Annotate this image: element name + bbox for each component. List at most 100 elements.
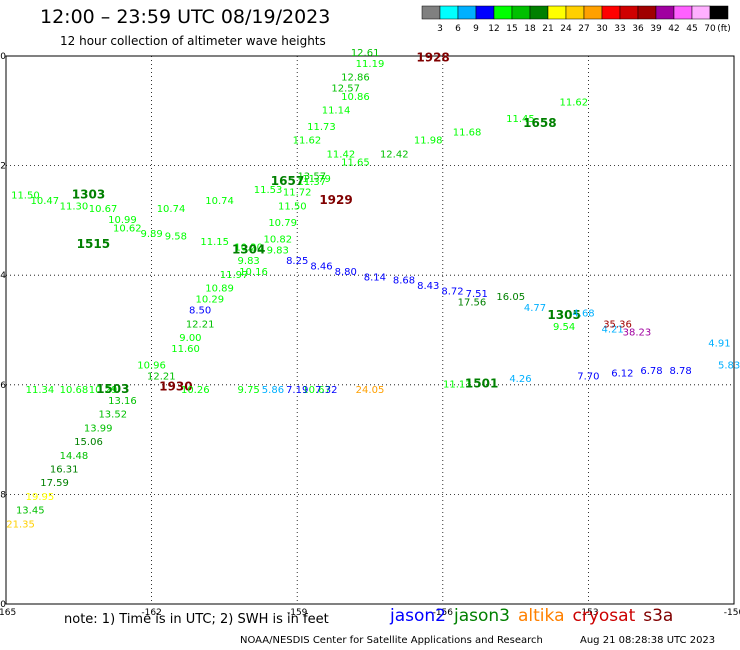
colorbar-label: 33 [614, 24, 625, 34]
chart-title: 12:00 – 23:59 UTC 08/19/2023 [40, 6, 331, 28]
y-tick-label: -70 [0, 600, 6, 610]
swh-label: 13.16 [108, 396, 137, 407]
x-tick-label: -150 [724, 608, 740, 618]
swh-label: 8.68 [393, 275, 415, 286]
time-label: 1657 [271, 174, 304, 188]
swh-label: 19.95 [26, 492, 55, 503]
y-tick-label: -60 [0, 52, 6, 62]
swh-label: 10.29 [89, 385, 118, 396]
swh-label: 12.21 [186, 319, 215, 330]
swh-label: 13.52 [98, 410, 127, 421]
swh-label: 8.14 [364, 273, 386, 284]
time-label: 1658 [523, 116, 556, 130]
colorbar-label: 30 [596, 24, 608, 34]
swh-label: 11.13 [443, 380, 472, 391]
swh-label: 10.82 [263, 234, 292, 245]
swh-label: 11.45 [506, 114, 535, 125]
swh-label: 8.25 [286, 256, 308, 267]
colorbar-label: 27 [578, 24, 589, 34]
swh-label: 16.05 [496, 292, 525, 303]
colorbar-label: 24 [560, 24, 572, 34]
swh-label: 10.74 [157, 204, 186, 215]
legend-item-s3a: s3a [643, 606, 674, 626]
x-tick-label: -165 [0, 608, 16, 618]
colorbar: 3 6 9 12 15 18 21 24 27 30 33 36 39 42 45 70 (ft) [421, 5, 731, 34]
colorbar-label: 9 [473, 24, 479, 34]
colorbar-label: 18 [524, 24, 536, 34]
swh-label: 11.98 [414, 136, 443, 147]
swh-label: 12.57 [331, 84, 360, 95]
time-label: 1304 [232, 242, 265, 256]
swh-label: 11.97 [220, 270, 249, 281]
colorbar-label: 3 [437, 24, 443, 34]
swh-label: 11.72 [283, 188, 312, 199]
swh-label: 6.78 [640, 366, 662, 377]
swh-label: 10.47 [31, 196, 60, 207]
swh-label: 11.79 [302, 174, 331, 185]
legend-item-jason3: jason3 [454, 606, 510, 626]
swh-label: 10.99 [108, 215, 137, 226]
time-label: 1503 [96, 382, 129, 396]
swh-label: 8.43 [417, 281, 439, 292]
satellite-legend: jason2 jason3 altika cryosat s3a [390, 606, 681, 626]
swh-label: 9.75 [238, 385, 260, 396]
colorbar-label: 36 [632, 24, 644, 34]
swh-label: 9.00 [179, 333, 201, 344]
swh-label: 38.23 [623, 327, 652, 338]
time-label: 1501 [465, 377, 498, 391]
swh-label: 9.83 [238, 256, 260, 267]
swh-label: 35.36 [603, 319, 632, 330]
swh-label: 17.56 [458, 297, 487, 308]
swh-label: 17.59 [40, 478, 69, 489]
swh-label: 8.50 [189, 306, 211, 317]
swh-label: 9.89 [140, 229, 162, 240]
swh-label: 11.50 [11, 190, 40, 201]
swh-label: 11.15 [200, 237, 229, 248]
colorbar-label: 6 [455, 24, 461, 34]
timestamp: Aug 21 08:28:38 UTC 2023 [580, 635, 716, 646]
swh-label: 6.12 [611, 369, 633, 380]
swh-label: 7.70 [577, 371, 599, 382]
credit-text: NOAA/NESDIS Center for Satellite Applica… [240, 635, 543, 646]
swh-label: 10.79 [268, 218, 297, 229]
swh-label: 7.32 [315, 385, 337, 396]
legend-item-jason2: jason2 [390, 606, 446, 626]
swh-label: 9.54 [553, 322, 575, 333]
swh-label: 12.21 [147, 371, 176, 382]
swh-label: 9.83 [267, 245, 289, 256]
swh-label: 10.16 [239, 267, 268, 278]
x-tick-label: -159 [287, 608, 308, 618]
x-tick-label: -156 [433, 608, 454, 618]
swh-label: 8.72 [441, 286, 463, 297]
colorbar-label: (ft) [717, 24, 731, 34]
swh-label: 12.86 [341, 73, 370, 84]
y-tick-label: -66 [0, 381, 6, 391]
swh-label: 9.58 [165, 232, 187, 243]
swh-label: 21.35 [6, 519, 35, 530]
time-label: 1303 [72, 187, 105, 201]
time-label: 1515 [77, 237, 110, 251]
time-label: 1930 [159, 379, 192, 393]
swh-label: 10.86 [341, 92, 370, 103]
y-tick-label: -68 [0, 490, 6, 500]
swh-label: 11.62 [293, 136, 322, 147]
swh-label: 4.21 [602, 325, 624, 336]
swh-label: 11.62 [560, 97, 589, 108]
swh-label: 13.99 [84, 423, 113, 434]
time-label: 1929 [319, 193, 352, 207]
swh-label: 11.73 [307, 122, 336, 133]
swh-label: 11.50 [278, 201, 307, 212]
legend-item-cryosat: cryosat [572, 606, 636, 626]
swh-label: 11.68 [453, 127, 482, 138]
swh-label: 4.26 [509, 374, 531, 385]
swh-label: 10.29 [196, 295, 225, 306]
colorbar-label: 39 [650, 24, 662, 34]
swh-label: 12.42 [380, 149, 409, 160]
swh-label: 11.30 [60, 201, 89, 212]
swh-label: 8.80 [335, 267, 357, 278]
colorbar-label: 15 [506, 24, 517, 34]
swh-label: 13.57 [297, 171, 326, 182]
colorbar-label: 21 [542, 24, 553, 34]
time-label: 1305 [547, 308, 580, 322]
colorbar-label: 12 [488, 24, 499, 34]
